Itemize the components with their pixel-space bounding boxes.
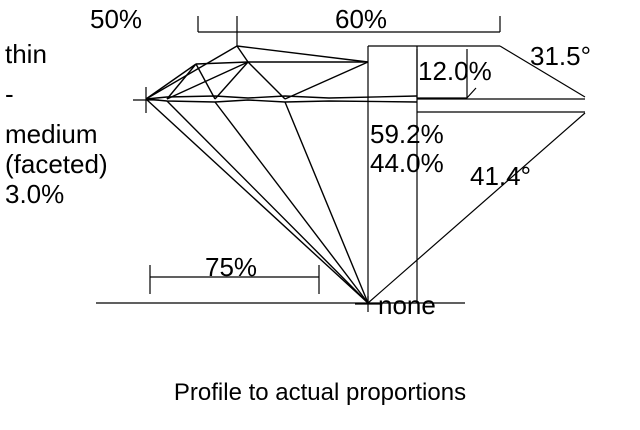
svg-text:3.0%: 3.0% [5, 179, 64, 209]
svg-text:60%: 60% [335, 4, 387, 34]
svg-text:59.2%: 59.2% [370, 119, 444, 149]
svg-text:75%: 75% [205, 252, 257, 282]
svg-text:none: none [378, 290, 436, 320]
svg-text:Profile to actual proportions: Profile to actual proportions [174, 379, 466, 406]
svg-text:50%: 50% [90, 4, 142, 34]
svg-text:31.5°: 31.5° [530, 41, 591, 71]
svg-text:(faceted): (faceted) [5, 149, 108, 179]
svg-text:medium: medium [5, 119, 97, 149]
svg-text:-: - [5, 79, 14, 109]
svg-text:44.0%: 44.0% [370, 148, 444, 178]
svg-text:41.4°: 41.4° [470, 161, 531, 191]
svg-text:thin: thin [5, 39, 47, 69]
svg-text:12.0%: 12.0% [418, 56, 492, 86]
